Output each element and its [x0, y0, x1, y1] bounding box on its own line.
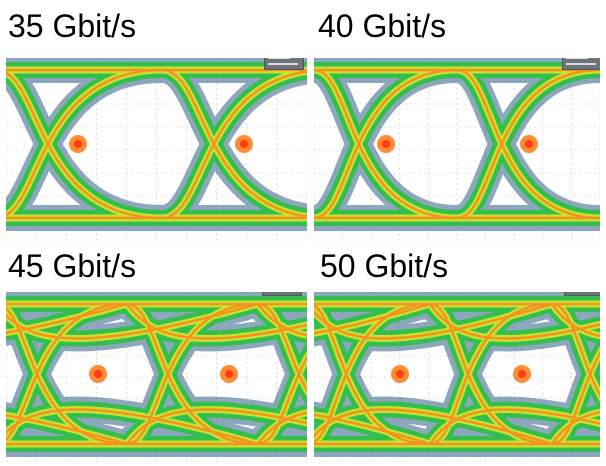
eye-diagram-svg [6, 292, 307, 462]
eye-diagram-svg [314, 292, 600, 462]
eye-diagram-image [6, 58, 307, 242]
eye-panel-45: 45 Gbit/s [6, 244, 307, 462]
eye-panel-40: 40 Gbit/s [314, 6, 600, 242]
eye-diagram-svg [314, 58, 600, 242]
eye-diagram-image [314, 292, 600, 462]
scope-info-box-icon [562, 58, 600, 70]
eye-diagram-image [6, 292, 307, 462]
panel-label: 35 Gbit/s [8, 8, 137, 44]
scope-info-box-icon [262, 292, 302, 296]
panel-label: 45 Gbit/s [8, 248, 137, 284]
eye-panel-50: 50 Gbit/s [314, 244, 600, 462]
panel-label: 50 Gbit/s [320, 248, 449, 284]
eye-diagram-svg [6, 58, 307, 242]
panel-label: 40 Gbit/s [318, 8, 447, 44]
eye-diagram-image [314, 58, 600, 242]
eye-panel-35: 35 Gbit/s [6, 6, 307, 242]
scope-info-box-icon [264, 58, 304, 70]
scope-info-box-icon [564, 292, 600, 296]
